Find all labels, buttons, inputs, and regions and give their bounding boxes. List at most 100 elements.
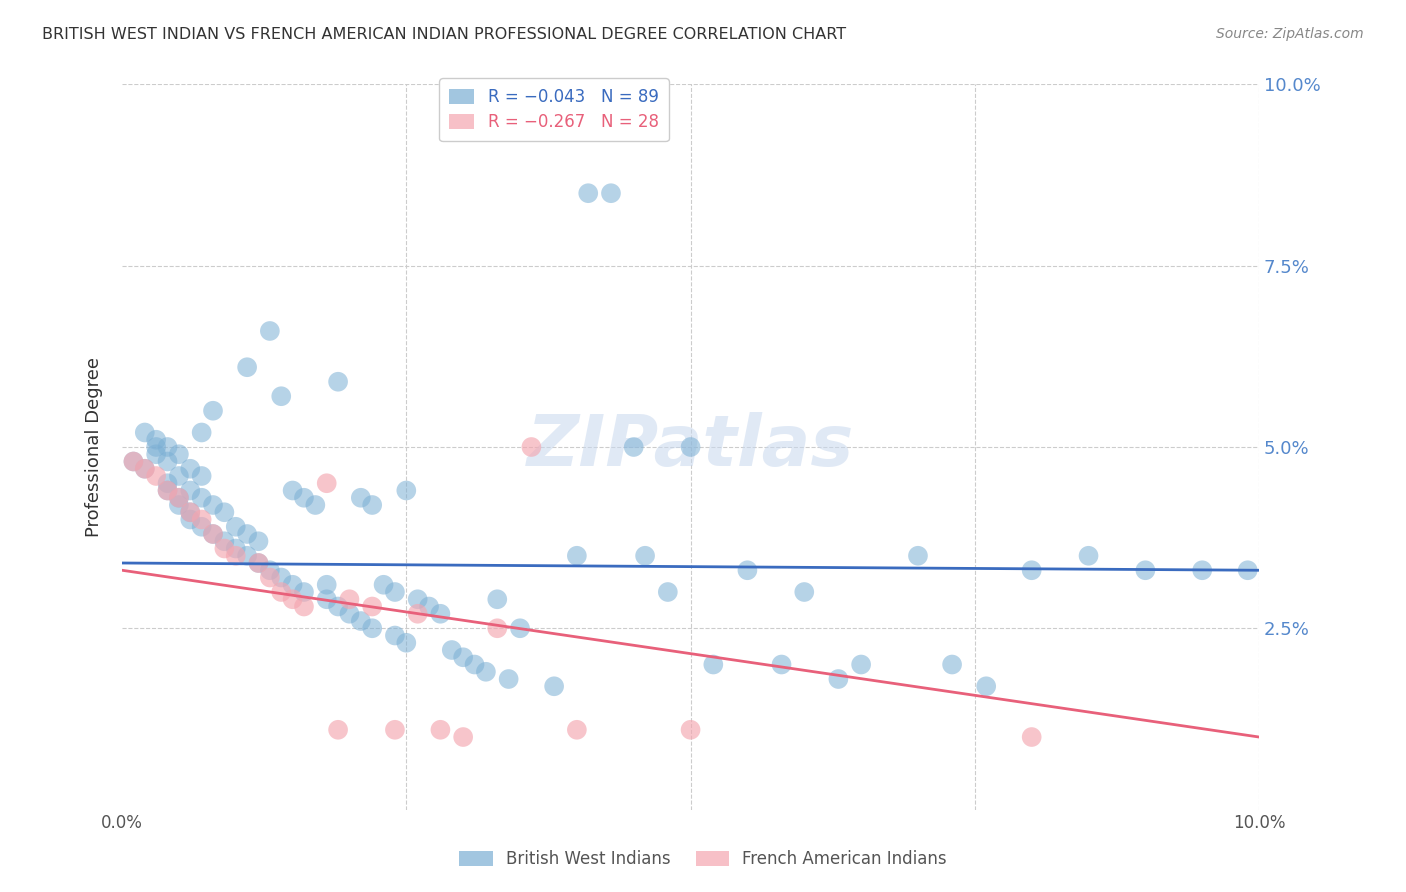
British West Indians (793, 585, 815, 599)
British West Indians (418, 599, 440, 614)
French American Indians (339, 592, 361, 607)
British West Indians (849, 657, 872, 672)
French American Indians (429, 723, 451, 737)
French American Indians (1021, 730, 1043, 744)
British West Indians (145, 440, 167, 454)
French American Indians (565, 723, 588, 737)
British West Indians (429, 607, 451, 621)
British West Indians (565, 549, 588, 563)
British West Indians (122, 454, 145, 468)
British West Indians (236, 360, 259, 375)
British West Indians (326, 375, 349, 389)
British West Indians (440, 643, 463, 657)
British West Indians (361, 498, 384, 512)
British West Indians (543, 679, 565, 693)
British West Indians (770, 657, 793, 672)
British West Indians (509, 621, 531, 635)
British West Indians (498, 672, 520, 686)
French American Indians (134, 461, 156, 475)
French American Indians (214, 541, 236, 556)
British West Indians (406, 592, 429, 607)
British West Indians (167, 447, 190, 461)
British West Indians (373, 578, 395, 592)
British West Indians (600, 186, 623, 201)
British West Indians (304, 498, 326, 512)
French American Indians (486, 621, 509, 635)
Text: ZIPatlas: ZIPatlas (527, 412, 855, 482)
French American Indians (326, 723, 349, 737)
French American Indians (190, 512, 212, 526)
French American Indians (202, 527, 225, 541)
Legend: British West Indians, French American Indians: British West Indians, French American In… (453, 844, 953, 875)
British West Indians (281, 578, 304, 592)
British West Indians (451, 650, 474, 665)
British West Indians (156, 440, 179, 454)
British West Indians (190, 520, 212, 534)
British West Indians (657, 585, 679, 599)
British West Indians (247, 534, 270, 549)
British West Indians (247, 556, 270, 570)
British West Indians (350, 614, 373, 628)
British West Indians (702, 657, 724, 672)
British West Indians (350, 491, 373, 505)
French American Indians (167, 491, 190, 505)
French American Indians (247, 556, 270, 570)
French American Indians (259, 570, 281, 584)
British West Indians (156, 483, 179, 498)
French American Indians (361, 599, 384, 614)
British West Indians (1135, 563, 1157, 577)
Legend: R = −0.043   N = 89, R = −0.267   N = 28: R = −0.043 N = 89, R = −0.267 N = 28 (440, 78, 669, 141)
British West Indians (576, 186, 599, 201)
British West Indians (225, 541, 247, 556)
British West Indians (179, 461, 201, 475)
French American Indians (145, 469, 167, 483)
British West Indians (1236, 563, 1258, 577)
British West Indians (395, 483, 418, 498)
British West Indians (259, 324, 281, 338)
British West Indians (292, 585, 315, 599)
British West Indians (941, 657, 963, 672)
British West Indians (145, 433, 167, 447)
British West Indians (1191, 563, 1213, 577)
French American Indians (315, 476, 337, 491)
Text: Source: ZipAtlas.com: Source: ZipAtlas.com (1216, 27, 1364, 41)
British West Indians (326, 599, 349, 614)
British West Indians (179, 505, 201, 519)
British West Indians (270, 570, 292, 584)
French American Indians (122, 454, 145, 468)
British West Indians (190, 469, 212, 483)
British West Indians (384, 585, 406, 599)
British West Indians (974, 679, 997, 693)
French American Indians (520, 440, 543, 454)
British West Indians (339, 607, 361, 621)
British West Indians (292, 491, 315, 505)
French American Indians (179, 505, 201, 519)
British West Indians (679, 440, 702, 454)
French American Indians (406, 607, 429, 621)
Text: BRITISH WEST INDIAN VS FRENCH AMERICAN INDIAN PROFESSIONAL DEGREE CORRELATION CH: BRITISH WEST INDIAN VS FRENCH AMERICAN I… (42, 27, 846, 42)
British West Indians (464, 657, 486, 672)
British West Indians (145, 447, 167, 461)
British West Indians (134, 425, 156, 440)
British West Indians (315, 578, 337, 592)
British West Indians (907, 549, 929, 563)
British West Indians (214, 534, 236, 549)
French American Indians (270, 585, 292, 599)
British West Indians (1021, 563, 1043, 577)
British West Indians (167, 469, 190, 483)
British West Indians (179, 483, 201, 498)
British West Indians (384, 628, 406, 642)
French American Indians (225, 549, 247, 563)
British West Indians (1077, 549, 1099, 563)
French American Indians (281, 592, 304, 607)
British West Indians (156, 454, 179, 468)
British West Indians (281, 483, 304, 498)
British West Indians (167, 498, 190, 512)
British West Indians (486, 592, 509, 607)
British West Indians (236, 549, 259, 563)
French American Indians (156, 483, 179, 498)
British West Indians (475, 665, 498, 679)
British West Indians (259, 563, 281, 577)
British West Indians (134, 461, 156, 475)
French American Indians (451, 730, 474, 744)
